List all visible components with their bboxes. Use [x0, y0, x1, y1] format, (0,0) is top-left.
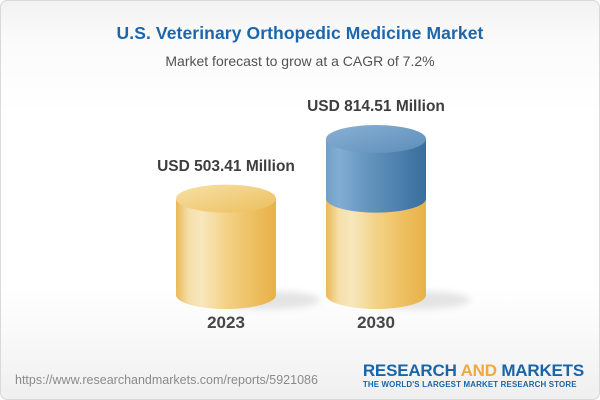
logo-word-and: AND [460, 361, 497, 380]
value-label-2023: USD 503.41 Million [157, 157, 295, 175]
cylinder-bar-2030 [326, 125, 426, 309]
logo-word-research: RESEARCH [362, 361, 457, 380]
cylinder-bar-2023 [176, 184, 276, 309]
research-and-markets-logo: RESEARCH AND MARKETS THE WORLD'S LARGEST… [363, 362, 584, 389]
report-url: https://www.researchandmarkets.com/repor… [15, 373, 318, 387]
logo-word-markets: MARKETS [501, 361, 584, 380]
x-axis-label-2023: 2023 [207, 313, 245, 332]
x-axis-label-2030: 2030 [357, 313, 395, 332]
logo-tagline: THE WORLD'S LARGEST MARKET RESEARCH STOR… [362, 380, 577, 389]
chart-title: U.S. Veterinary Orthopedic Medicine Mark… [116, 23, 484, 43]
chart-subtitle: Market forecast to grow at a CAGR of 7.2… [165, 53, 435, 69]
logo-wordmark: RESEARCH AND MARKETS [363, 362, 584, 379]
value-label-2030: USD 814.51 Million [307, 98, 445, 115]
